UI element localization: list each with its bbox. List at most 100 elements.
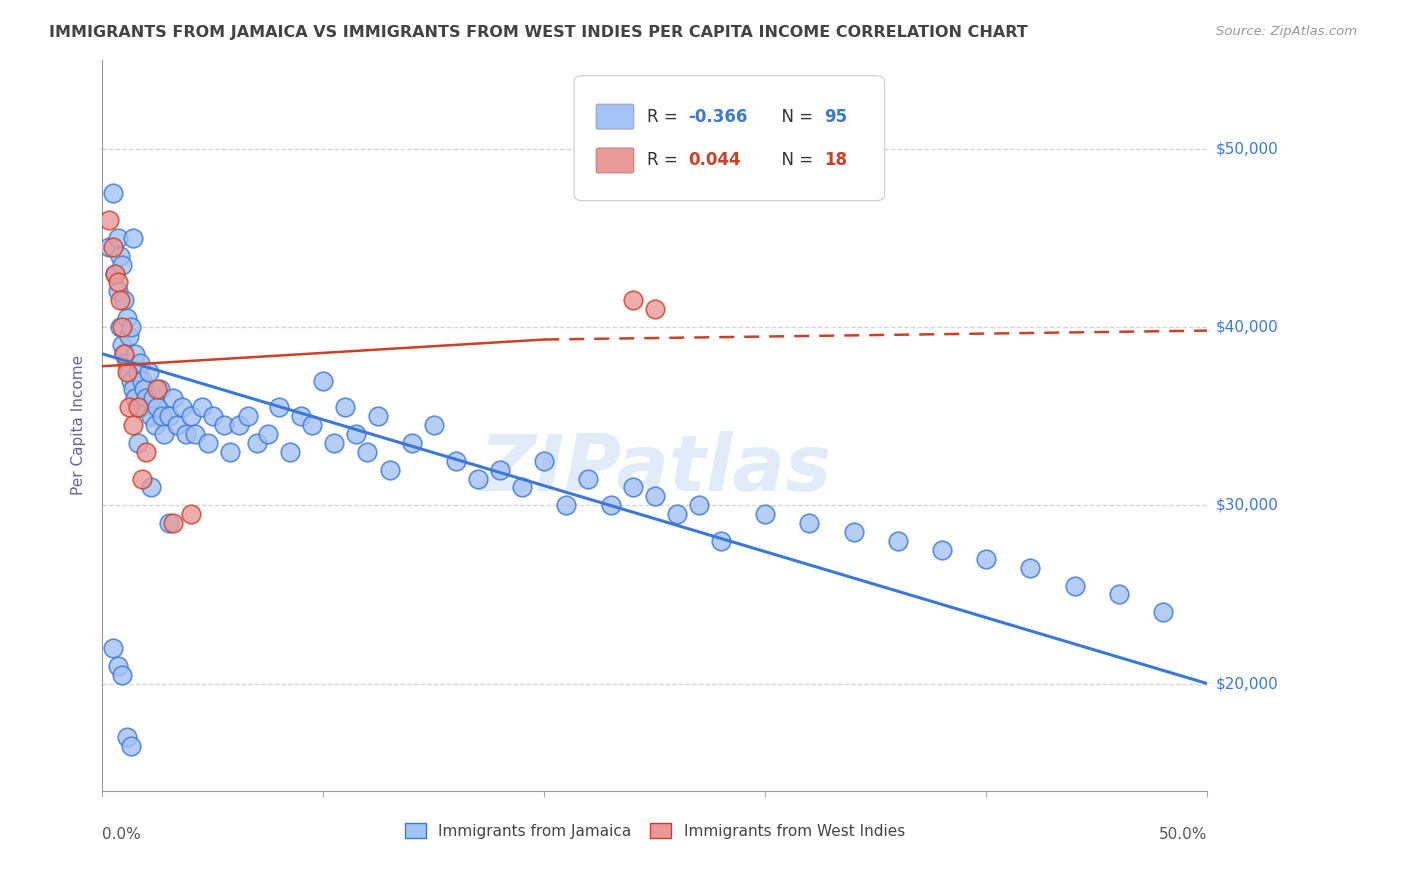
- Point: [112, 347, 135, 361]
- Text: N =: N =: [770, 152, 818, 169]
- Point: [142, 392, 165, 406]
- Text: 0.044: 0.044: [688, 152, 741, 169]
- Point: [157, 516, 180, 530]
- Point: [120, 374, 142, 388]
- Point: [149, 383, 172, 397]
- FancyBboxPatch shape: [596, 148, 634, 173]
- Point: [135, 392, 157, 406]
- Point: [112, 347, 135, 361]
- Text: 0.0%: 0.0%: [103, 827, 141, 842]
- Point: [107, 231, 129, 245]
- Point: [378, 463, 401, 477]
- Point: [599, 498, 621, 512]
- FancyBboxPatch shape: [596, 104, 634, 129]
- Point: [127, 436, 149, 450]
- Point: [104, 267, 127, 281]
- Text: R =: R =: [647, 152, 683, 169]
- Point: [665, 507, 688, 521]
- Point: [104, 267, 127, 281]
- Point: [236, 409, 259, 424]
- Text: Source: ZipAtlas.com: Source: ZipAtlas.com: [1216, 25, 1357, 38]
- Point: [122, 231, 145, 245]
- Point: [166, 418, 188, 433]
- Text: $30,000: $30,000: [1216, 498, 1278, 513]
- Point: [444, 454, 467, 468]
- Point: [401, 436, 423, 450]
- Point: [118, 401, 141, 415]
- Point: [111, 667, 134, 681]
- Point: [143, 418, 166, 433]
- Point: [201, 409, 224, 424]
- FancyBboxPatch shape: [574, 76, 884, 201]
- Point: [1063, 578, 1085, 592]
- Point: [555, 498, 578, 512]
- Point: [489, 463, 512, 477]
- Point: [301, 418, 323, 433]
- Point: [124, 347, 146, 361]
- Point: [153, 427, 176, 442]
- Point: [197, 436, 219, 450]
- Point: [150, 409, 173, 424]
- Point: [118, 329, 141, 343]
- Point: [974, 551, 997, 566]
- Text: N =: N =: [770, 108, 818, 126]
- Point: [887, 533, 910, 548]
- Point: [799, 516, 821, 530]
- Point: [184, 427, 207, 442]
- Point: [356, 445, 378, 459]
- Point: [97, 213, 120, 227]
- Point: [120, 739, 142, 753]
- Point: [108, 293, 131, 308]
- Point: [111, 258, 134, 272]
- Point: [578, 472, 600, 486]
- Point: [107, 285, 129, 299]
- Text: $40,000: $40,000: [1216, 319, 1278, 334]
- Legend: Immigrants from Jamaica, Immigrants from West Indies: Immigrants from Jamaica, Immigrants from…: [399, 817, 911, 845]
- Point: [533, 454, 555, 468]
- Point: [644, 302, 666, 317]
- Point: [111, 320, 134, 334]
- Point: [124, 392, 146, 406]
- Text: ZIPatlas: ZIPatlas: [478, 431, 831, 507]
- Point: [146, 401, 169, 415]
- Point: [257, 427, 280, 442]
- Point: [467, 472, 489, 486]
- Point: [312, 374, 335, 388]
- Point: [107, 658, 129, 673]
- Point: [115, 311, 138, 326]
- Point: [422, 418, 444, 433]
- Point: [246, 436, 269, 450]
- Point: [127, 401, 149, 415]
- Text: 50.0%: 50.0%: [1159, 827, 1208, 842]
- Text: 95: 95: [824, 108, 846, 126]
- Text: $20,000: $20,000: [1216, 676, 1278, 691]
- Point: [138, 365, 160, 379]
- Point: [621, 293, 644, 308]
- Point: [122, 418, 145, 433]
- Point: [190, 401, 212, 415]
- Point: [228, 418, 250, 433]
- Point: [115, 730, 138, 744]
- Point: [131, 374, 153, 388]
- Point: [180, 409, 202, 424]
- Point: [146, 383, 169, 397]
- Point: [103, 186, 125, 201]
- Point: [267, 401, 290, 415]
- Point: [290, 409, 312, 424]
- Point: [134, 383, 156, 397]
- Point: [139, 409, 162, 424]
- Point: [688, 498, 710, 512]
- Point: [1152, 605, 1174, 619]
- Point: [1019, 560, 1042, 574]
- Point: [111, 338, 134, 352]
- Point: [367, 409, 389, 424]
- Point: [107, 276, 129, 290]
- Point: [115, 356, 138, 370]
- Point: [103, 240, 125, 254]
- Point: [112, 293, 135, 308]
- Y-axis label: Per Capita Income: Per Capita Income: [72, 355, 86, 495]
- Point: [180, 507, 202, 521]
- Point: [157, 409, 180, 424]
- Point: [122, 383, 145, 397]
- Point: [1108, 587, 1130, 601]
